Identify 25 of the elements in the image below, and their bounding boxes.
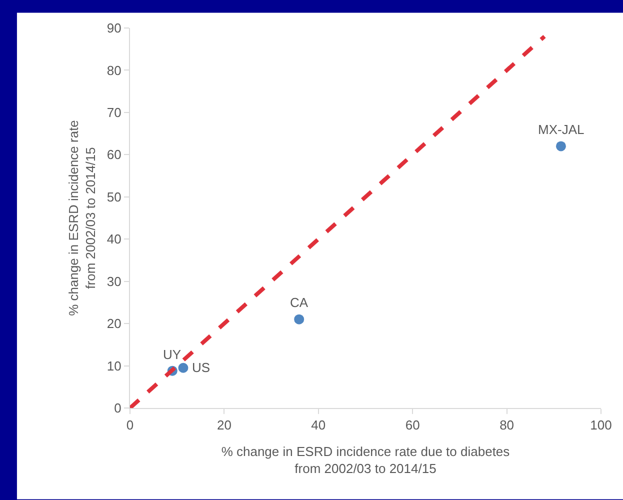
y-tick-label: 90 (106, 20, 122, 36)
annotation: UY (163, 347, 182, 362)
y-tick-label: 20 (106, 316, 122, 332)
y-tick-label: 60 (106, 147, 122, 162)
y-tick-label: 10 (106, 358, 122, 374)
y-tick-label: 40 (106, 232, 122, 247)
annotation: US (192, 360, 210, 375)
point (294, 314, 304, 324)
x-tick-label: 20 (216, 418, 232, 433)
x-tick-label: 60 (405, 418, 420, 433)
annotation: CA (290, 295, 308, 310)
x-axis-title: % change in ESRD incidence rate due to diabetes from 2002/03 to 2014/15 (221, 444, 510, 476)
x-tick-label: 0 (126, 418, 134, 433)
y-tick-label: 70 (106, 104, 122, 120)
x-tick-label: 80 (500, 418, 514, 433)
annotation: MX-JAL (538, 122, 584, 137)
x-tick-label: 40 (311, 418, 326, 433)
point (178, 362, 188, 373)
y-tick-label: 80 (106, 62, 122, 78)
y-axis-title: % change in ESRD incidence rate from 2002/03 to 2014/15 (66, 120, 98, 316)
y-tick-label: 0 (114, 400, 122, 416)
x-tick-label: 100 (590, 418, 612, 433)
y-tick-label: 50 (106, 189, 122, 204)
point (556, 141, 566, 152)
y-tick-label: 30 (106, 274, 122, 289)
